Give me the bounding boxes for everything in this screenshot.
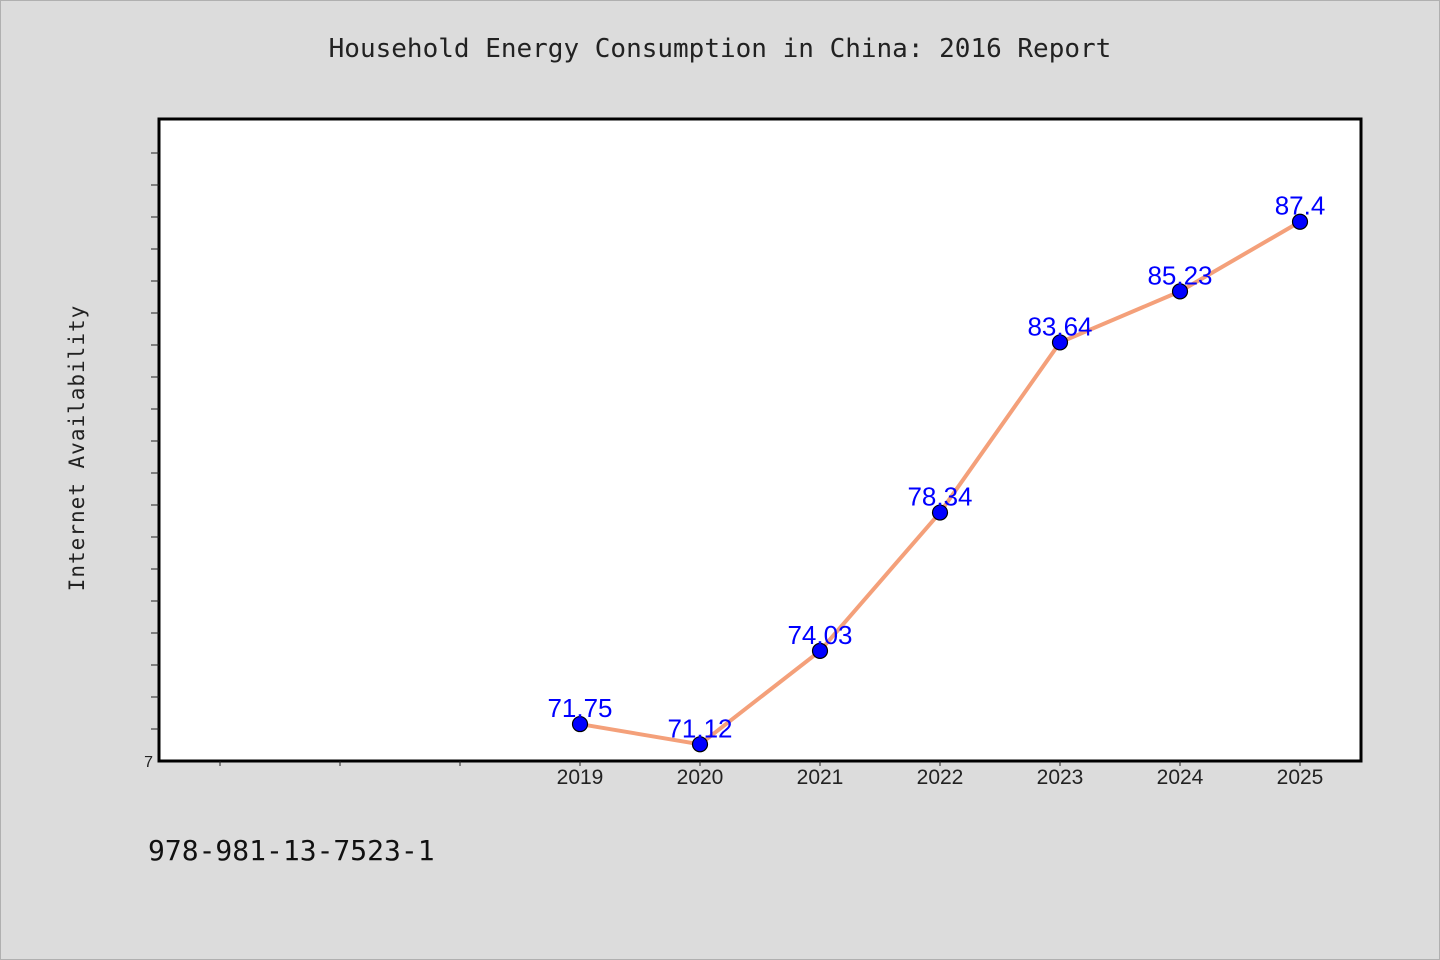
plot-area: [157, 117, 1363, 763]
data-label-2024: 85.23: [1147, 260, 1212, 290]
y-axis-ticks: 7: [144, 152, 159, 771]
x-tick-label-2021: 2021: [797, 766, 844, 789]
x-tick-label-2019: 2019: [557, 766, 604, 789]
x-tick-label-2024: 2024: [1157, 766, 1204, 789]
data-label-2020: 71.12: [667, 713, 732, 743]
data-point-2020: [691, 736, 709, 753]
x-tick-label-2020: 2020: [677, 766, 724, 789]
x-tick-label-2025: 2025: [1277, 766, 1324, 789]
data-point-2024: [1171, 283, 1189, 300]
data-label-2022: 78.34: [907, 482, 972, 512]
data-labels: 71.75 71.12 74.03 78.34 83.64 85.23 87.4: [547, 191, 1325, 744]
isbn-text: 978-981-13-7523-1: [148, 834, 435, 867]
data-label-2021: 74.03: [787, 620, 852, 650]
series-layer: [571, 213, 1309, 753]
data-point-2019: [571, 715, 589, 733]
data-point-2021: [811, 642, 829, 659]
data-point-2022: [931, 504, 949, 521]
data-label-2025: 87.4: [1275, 191, 1326, 221]
x-axis-ticks: 2019 2020 2021 2022 2023 2024 2025: [219, 761, 1324, 789]
chart-title: Household Energy Consumption in China: 2…: [328, 34, 1112, 64]
data-label-2023: 83.64: [1027, 311, 1092, 341]
data-point-2023: [1051, 334, 1069, 351]
data-point-2025: [1291, 213, 1309, 230]
x-tick-label-2023: 2023: [1037, 766, 1084, 789]
data-label-2019: 71.75: [547, 693, 612, 723]
y-tick-label: 7: [144, 754, 153, 771]
x-tick-label-2022: 2022: [917, 766, 964, 789]
